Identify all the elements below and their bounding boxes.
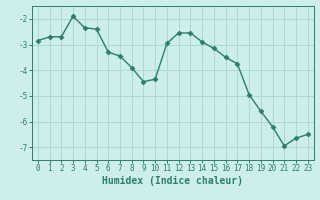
X-axis label: Humidex (Indice chaleur): Humidex (Indice chaleur) xyxy=(102,176,243,186)
